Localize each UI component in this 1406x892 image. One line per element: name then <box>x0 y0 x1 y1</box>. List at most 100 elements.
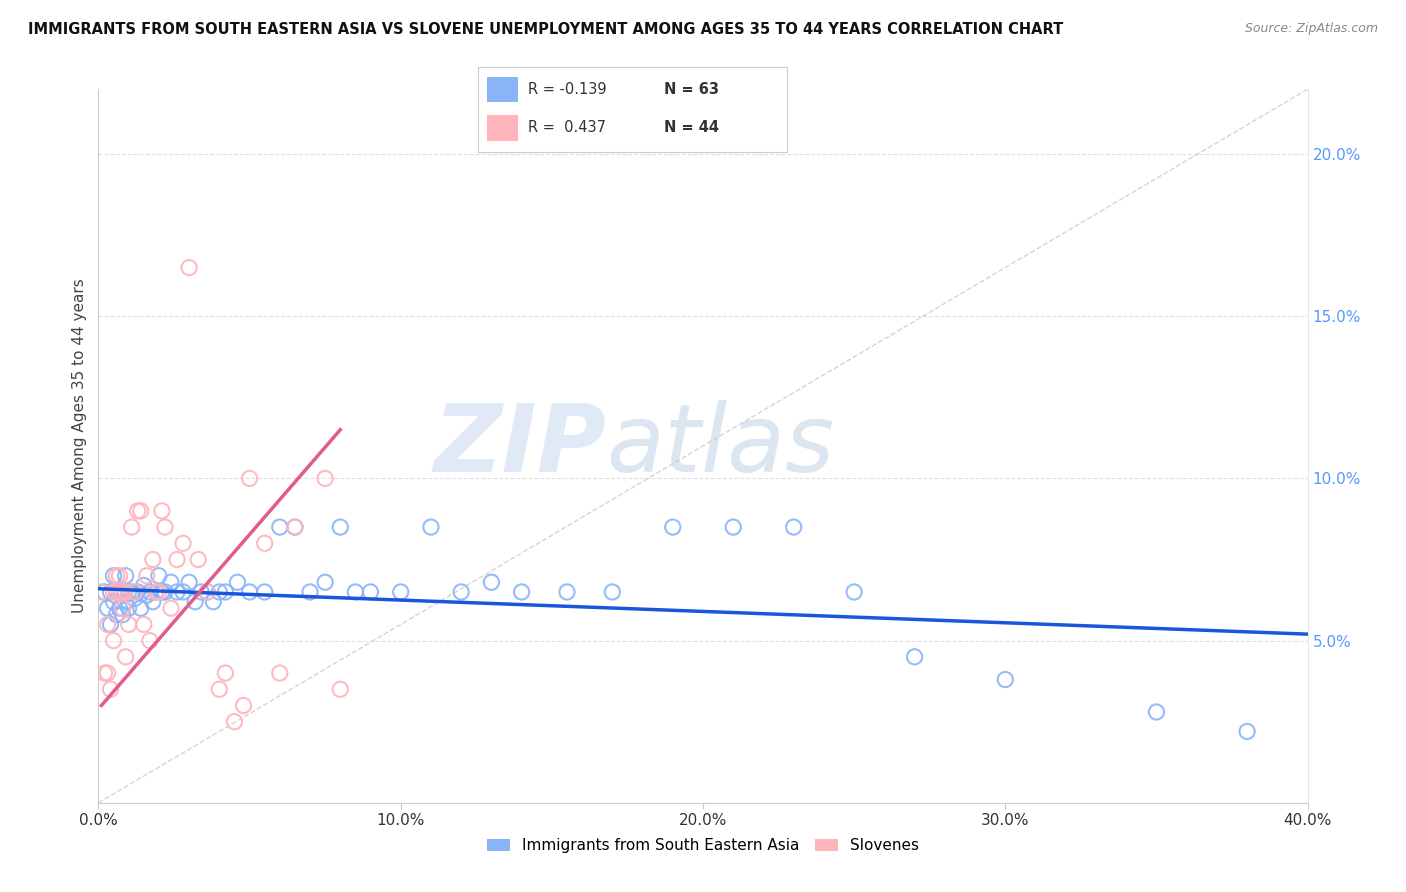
Point <box>103 568 125 582</box>
Point <box>187 552 209 566</box>
Text: N = 63: N = 63 <box>664 82 718 97</box>
Point <box>124 585 146 599</box>
Point <box>114 649 136 664</box>
Point <box>214 666 236 681</box>
Point <box>114 585 136 599</box>
Point <box>111 601 134 615</box>
Text: R = -0.139: R = -0.139 <box>527 82 606 97</box>
Point <box>844 585 866 599</box>
Point <box>190 585 212 599</box>
Point <box>602 585 624 599</box>
Point <box>153 585 176 599</box>
Point <box>232 698 254 713</box>
Point <box>344 585 367 599</box>
Point <box>555 585 578 599</box>
Point <box>253 536 276 550</box>
Point <box>269 520 291 534</box>
Point <box>127 585 149 599</box>
Point <box>172 536 194 550</box>
Point <box>108 601 131 615</box>
Bar <box>488 77 519 103</box>
Point <box>105 568 128 582</box>
Point <box>166 552 188 566</box>
Point <box>661 520 683 534</box>
Y-axis label: Unemployment Among Ages 35 to 44 years: Unemployment Among Ages 35 to 44 years <box>72 278 87 614</box>
Point <box>96 617 118 632</box>
Point <box>121 585 143 599</box>
Point <box>111 585 134 599</box>
Point <box>783 520 806 534</box>
Point <box>160 575 183 590</box>
Point <box>100 682 122 697</box>
Point <box>105 585 128 599</box>
Point <box>208 585 231 599</box>
Point <box>166 585 188 599</box>
Point <box>132 578 155 592</box>
Point <box>96 601 118 615</box>
Point <box>93 666 115 681</box>
Point <box>124 591 146 606</box>
Point <box>114 568 136 582</box>
Point <box>105 585 128 599</box>
Point <box>239 471 262 485</box>
Point <box>314 575 336 590</box>
Legend: Immigrants from South Eastern Asia, Slovenes: Immigrants from South Eastern Asia, Slov… <box>481 832 925 859</box>
Point <box>129 601 152 615</box>
Point <box>160 601 183 615</box>
Point <box>150 504 173 518</box>
Point <box>118 585 141 599</box>
Point <box>329 520 352 534</box>
Point <box>481 575 503 590</box>
Point <box>150 585 173 599</box>
Point <box>329 682 352 697</box>
Point <box>108 585 131 599</box>
Point <box>450 585 472 599</box>
Point <box>139 585 162 599</box>
Point <box>904 649 927 664</box>
Point <box>108 568 131 582</box>
Point <box>224 714 246 729</box>
Point <box>127 504 149 518</box>
Point <box>90 585 112 599</box>
Point <box>239 585 262 599</box>
Point <box>172 585 194 599</box>
Point <box>723 520 745 534</box>
Point <box>314 471 336 485</box>
Point <box>184 595 207 609</box>
Point <box>111 585 134 599</box>
Point <box>118 601 141 615</box>
Point <box>139 633 162 648</box>
Point <box>994 673 1017 687</box>
Point <box>179 260 201 275</box>
Text: atlas: atlas <box>606 401 835 491</box>
Point <box>103 633 125 648</box>
Point <box>1236 724 1258 739</box>
Point <box>148 568 170 582</box>
Text: Source: ZipAtlas.com: Source: ZipAtlas.com <box>1244 22 1378 36</box>
Point <box>105 607 128 622</box>
Point <box>214 585 236 599</box>
Point <box>93 585 115 599</box>
Point <box>135 588 157 602</box>
Point <box>145 585 167 599</box>
Point <box>389 585 412 599</box>
Point <box>114 595 136 609</box>
Point <box>153 520 176 534</box>
Point <box>226 575 249 590</box>
Point <box>208 682 231 697</box>
Text: IMMIGRANTS FROM SOUTH EASTERN ASIA VS SLOVENE UNEMPLOYMENT AMONG AGES 35 TO 44 Y: IMMIGRANTS FROM SOUTH EASTERN ASIA VS SL… <box>28 22 1063 37</box>
Point <box>284 520 307 534</box>
Point <box>179 575 201 590</box>
Point <box>1144 705 1167 719</box>
Point <box>103 595 125 609</box>
Point <box>118 617 141 632</box>
Point <box>202 595 225 609</box>
Point <box>195 585 218 599</box>
Point <box>145 585 167 599</box>
Point <box>299 585 322 599</box>
Text: R =  0.437: R = 0.437 <box>527 120 606 136</box>
Point <box>100 585 122 599</box>
Point <box>135 568 157 582</box>
Point <box>132 617 155 632</box>
Point <box>111 607 134 622</box>
